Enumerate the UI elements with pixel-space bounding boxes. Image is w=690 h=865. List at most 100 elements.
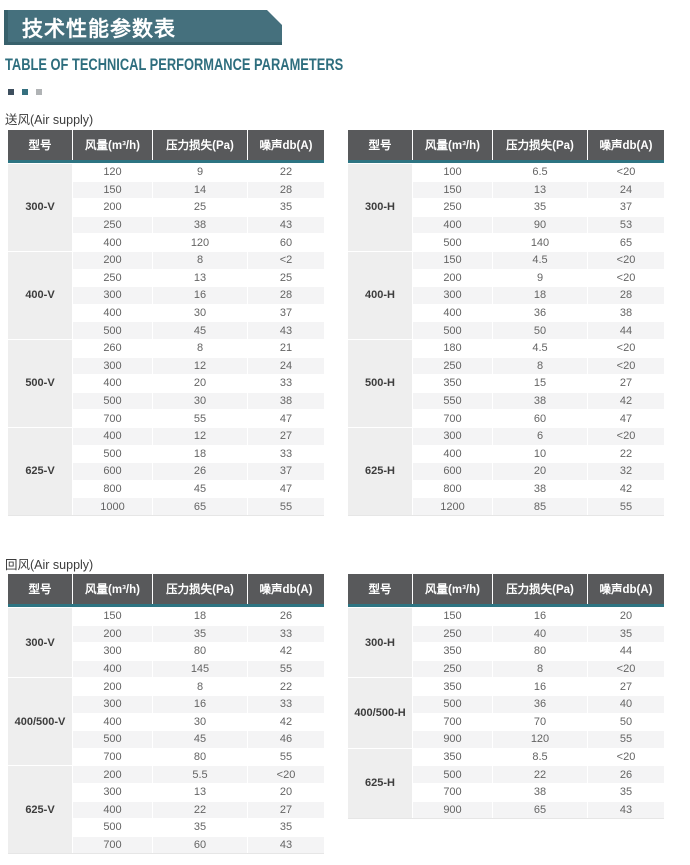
table-cell: <20 (588, 660, 664, 678)
table-cell: 28 (588, 287, 664, 304)
table-cell: 35 (588, 783, 664, 801)
table-cell: 8 (493, 357, 587, 375)
column-header: 型号 (8, 130, 72, 160)
table-cell: 26 (248, 608, 324, 625)
column-header: 噪声db(A) (588, 130, 664, 160)
table-cell: 37 (588, 199, 664, 216)
table-cell: 80 (493, 643, 587, 660)
table-cell: 36 (493, 695, 587, 713)
table-cell: 260 (73, 339, 152, 357)
table-cell: <2 (248, 251, 324, 269)
table-cell: 22 (248, 678, 324, 695)
table-cell: 90 (493, 216, 587, 234)
column-header: 压力损失(Pa) (493, 130, 587, 160)
table-cell: 55 (248, 498, 324, 515)
table-cell: 46 (248, 731, 324, 748)
table-cell: 400 (73, 375, 152, 392)
table-cell: <20 (588, 251, 664, 269)
table-cell: 27 (588, 375, 664, 392)
table-cell: 65 (588, 234, 664, 251)
table-cell: 400 (73, 801, 152, 819)
table-cell: 8 (153, 339, 247, 357)
table-cell: 20 (588, 608, 664, 625)
table-cell: 35 (248, 819, 324, 836)
column-header: 型号 (348, 574, 412, 604)
table-cell: 700 (413, 410, 492, 427)
model-cell: 300-V (8, 608, 72, 678)
table-cell: 38 (248, 392, 324, 410)
table-cell: 35 (588, 625, 664, 643)
section-label-return-air: 回风(Air supply) (5, 558, 94, 572)
table-cell: 28 (248, 287, 324, 304)
table-cell: 800 (413, 480, 492, 498)
table-cell: 500 (413, 695, 492, 713)
table-cell: 33 (248, 445, 324, 463)
table-cell: 60 (153, 836, 247, 854)
model-cell: 400-V (8, 251, 72, 339)
table-cell: 250 (73, 216, 152, 234)
table-cell: 700 (413, 783, 492, 801)
table-cell: 26 (153, 463, 247, 480)
table-cell: 900 (413, 731, 492, 748)
column-header: 风量(m³/h) (73, 130, 152, 160)
table-cell: 47 (248, 410, 324, 427)
table-cell: 350 (413, 643, 492, 660)
table-cell: 42 (588, 392, 664, 410)
table-cell: 80 (153, 643, 247, 660)
table-cell: 400 (73, 304, 152, 322)
page-title: 技术性能参数表 (22, 17, 176, 41)
table-cell: 38 (493, 392, 587, 410)
table-cell: 55 (248, 660, 324, 678)
table-cell: 550 (413, 392, 492, 410)
model-cell: 400/500-H (348, 678, 412, 748)
table-cell: 65 (153, 498, 247, 515)
table-cell: 350 (413, 748, 492, 766)
table-cell: 44 (588, 643, 664, 660)
table-cell: 250 (413, 199, 492, 216)
table-cell: 18 (153, 608, 247, 625)
table-cell: 140 (493, 234, 587, 251)
table-cell: 85 (493, 498, 587, 515)
table-cell: 400 (73, 427, 152, 445)
table-cell: 8 (153, 678, 247, 695)
table-cell: 120 (73, 164, 152, 181)
table-cell: 47 (248, 480, 324, 498)
model-cell: 625-V (8, 427, 72, 515)
table-cell: 35 (493, 199, 587, 216)
table-cell: 350 (413, 375, 492, 392)
table-cell: 15 (493, 375, 587, 392)
table-cell: 55 (588, 731, 664, 748)
table-cell: 200 (73, 625, 152, 643)
table-cell: 43 (248, 216, 324, 234)
header-accent-bar (8, 160, 324, 163)
table-cell: 27 (588, 678, 664, 695)
column-header: 型号 (348, 130, 412, 160)
table-cell: 18 (153, 445, 247, 463)
return-h-table: 型号 风量(m³/h) 压力损失(Pa) 噪声db(A) 300-H 150 16 20 250… (348, 574, 664, 820)
table-cell: <20 (248, 766, 324, 783)
table-cell: 6 (493, 427, 587, 445)
table-cell: 4.5 (493, 251, 587, 269)
table-cell: 37 (248, 463, 324, 480)
table-cell: 22 (493, 766, 587, 783)
model-cell: 300-H (348, 164, 412, 251)
table-cell: 33 (248, 625, 324, 643)
table-cell: 400 (73, 234, 152, 251)
table-cell: 16 (153, 287, 247, 304)
model-cell: 625-H (348, 427, 412, 515)
table-cell: 22 (248, 164, 324, 181)
model-cell: 300-H (348, 608, 412, 678)
column-header: 风量(m³/h) (73, 574, 152, 604)
column-header: 压力损失(Pa) (153, 130, 247, 160)
table-cell: 14 (153, 181, 247, 199)
supply-v-table: 型号 风量(m³/h) 压力损失(Pa) 噪声db(A) 300-V 120 9 22 150 1… (8, 130, 324, 516)
table-cell: 5.5 (153, 766, 247, 783)
table-cell: 150 (413, 608, 492, 625)
return-v-table: 型号 风量(m³/h) 压力损失(Pa) 噪声db(A) 300-V 150 18 26 200… (8, 574, 324, 855)
table-cell: 400 (73, 660, 152, 678)
table-cell: 600 (73, 463, 152, 480)
table-cell: <20 (588, 164, 664, 181)
table-cell: 20 (248, 783, 324, 801)
table-cell: 8.5 (493, 748, 587, 766)
table-cell: <20 (588, 269, 664, 287)
